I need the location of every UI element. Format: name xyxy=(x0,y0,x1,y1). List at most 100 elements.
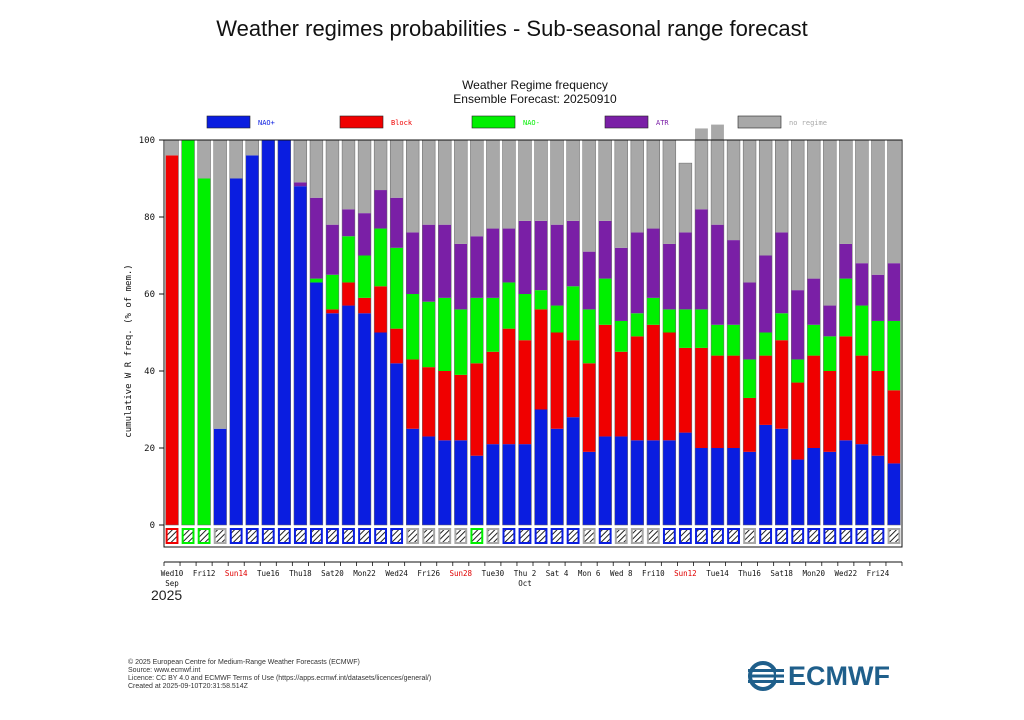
bar-segment-atr xyxy=(839,243,853,279)
regime-cell-hatch xyxy=(729,530,738,542)
observation-row xyxy=(165,528,901,544)
bar-segment-no-regime xyxy=(630,140,644,233)
bar-segment-nao- xyxy=(293,186,307,525)
bar-segment-nao- xyxy=(566,286,580,341)
bar-segment-nao- xyxy=(646,440,660,525)
regime-cell-hatch xyxy=(857,530,867,542)
year-label: 2025 xyxy=(151,587,183,603)
bar-segment-nao- xyxy=(326,274,339,310)
bar-segment-no-regime xyxy=(197,140,211,179)
bar-segment-nao- xyxy=(534,290,548,310)
bar-segment-no-regime xyxy=(823,140,837,306)
y-tick-label: 0 xyxy=(150,521,155,531)
regime-cell-hatch xyxy=(841,530,851,542)
bar-segment-block xyxy=(711,355,724,448)
bar-segment-no-regime xyxy=(502,140,516,229)
regime-cell-hatch xyxy=(311,530,321,542)
bar-segment-block xyxy=(454,374,468,441)
bar-segment-nao- xyxy=(534,409,548,525)
bar-segment-nao- xyxy=(823,451,837,525)
bar-segment-no-regime xyxy=(326,140,339,225)
bar-segment-nao- xyxy=(871,455,885,525)
bar-segment-atr xyxy=(550,224,564,306)
bar-segment-no-regime xyxy=(711,124,724,225)
x-tick-label: Wed22 xyxy=(835,569,858,578)
regime-cell-hatch xyxy=(889,530,899,542)
bar-segment-atr xyxy=(871,274,885,321)
x-tick-label: Wed10 xyxy=(161,569,184,578)
bar-segment-no-regime xyxy=(422,140,436,225)
bar-segment-nao- xyxy=(743,359,757,398)
bar-segment-nao- xyxy=(727,448,740,525)
bar-segment-nao- xyxy=(406,428,420,525)
bar-segment-atr xyxy=(486,228,500,298)
regime-cell-hatch xyxy=(825,530,835,542)
y-tick-label: 40 xyxy=(144,367,155,377)
bar-segment-atr xyxy=(502,228,516,283)
bar-segment-atr xyxy=(791,290,805,360)
regime-cell-hatch xyxy=(616,530,626,542)
regime-cell-hatch xyxy=(167,530,177,542)
bar-segment-no-regime xyxy=(374,140,388,191)
bar-segment-nao- xyxy=(614,320,628,352)
bar-segment-no-regime xyxy=(406,140,420,233)
bar-segment-nao- xyxy=(309,282,323,525)
footer-copyright: © 2025 European Centre for Medium-Range … xyxy=(128,659,360,666)
x-tick-label: Fri24 xyxy=(867,569,890,578)
y-tick-label: 100 xyxy=(139,136,155,146)
bar-segment-nao- xyxy=(422,436,436,525)
regime-cell-hatch xyxy=(488,530,498,542)
bar-segment-atr xyxy=(342,209,355,237)
ecmwf-logo: ECMWF xyxy=(748,660,890,692)
bar-segment-atr xyxy=(759,255,773,333)
bar-segment-block xyxy=(727,355,740,448)
regime-cell-hatch xyxy=(873,530,883,542)
x-tick-label: Sun14 xyxy=(225,569,248,578)
bar-segment-block xyxy=(743,397,757,452)
x-tick-label: Tue14 xyxy=(706,569,729,578)
legend-swatch-no-regime xyxy=(737,115,782,129)
bar-segment-nao- xyxy=(502,282,516,329)
x-month-label: Oct xyxy=(518,579,532,588)
bar-segment-nao- xyxy=(518,444,532,525)
x-tick-label: Mon20 xyxy=(802,569,825,578)
bar-segment-block xyxy=(550,332,564,429)
bar-segment-nao- xyxy=(342,305,355,525)
bar-segment-block xyxy=(775,340,789,429)
bar-segment-nao- xyxy=(406,294,420,360)
bar-segment-nao- xyxy=(678,432,692,525)
bar-segment-no-regime xyxy=(293,140,307,183)
bar-segment-nao- xyxy=(326,313,339,525)
bar-segment-block xyxy=(614,351,628,437)
bar-segment-no-regime xyxy=(390,140,404,198)
bar-segment-no-regime xyxy=(165,140,179,156)
bar-segment-nao- xyxy=(582,309,596,364)
bar-segment-atr xyxy=(326,224,339,275)
bar-segment-atr xyxy=(807,278,821,325)
legend-label-block: Block xyxy=(391,119,413,127)
bar-segment-nao- xyxy=(662,309,676,333)
regime-cell-hatch xyxy=(584,530,594,542)
bar-segment-block xyxy=(486,351,500,445)
bar-segment-block xyxy=(342,282,355,306)
bar-segment-atr xyxy=(582,251,596,310)
bar-segment-nao- xyxy=(582,451,596,525)
bar-segment-atr xyxy=(711,224,724,325)
bar-segment-no-regime xyxy=(775,140,789,233)
bar-segment-no-regime xyxy=(438,140,452,225)
bar-segment-no-regime xyxy=(614,140,628,248)
bar-segment-nao- xyxy=(502,444,516,525)
regime-cell-hatch xyxy=(360,530,369,542)
bar-segment-nao- xyxy=(887,320,901,391)
bar-segment-atr xyxy=(614,247,628,321)
bar-segment-nao- xyxy=(887,463,901,525)
bar-segment-nao- xyxy=(695,448,708,525)
regime-cell-hatch xyxy=(568,530,578,542)
bar-segment-nao- xyxy=(374,332,388,525)
bar-segment-no-regime xyxy=(486,140,500,229)
regime-cell-hatch xyxy=(761,530,771,542)
footer-licence: Licence: CC BY 4.0 and ECMWF Terms of Us… xyxy=(128,675,432,682)
chart-bars xyxy=(165,124,901,526)
bar-segment-no-regime xyxy=(518,140,532,221)
bar-segment-block xyxy=(646,324,660,441)
